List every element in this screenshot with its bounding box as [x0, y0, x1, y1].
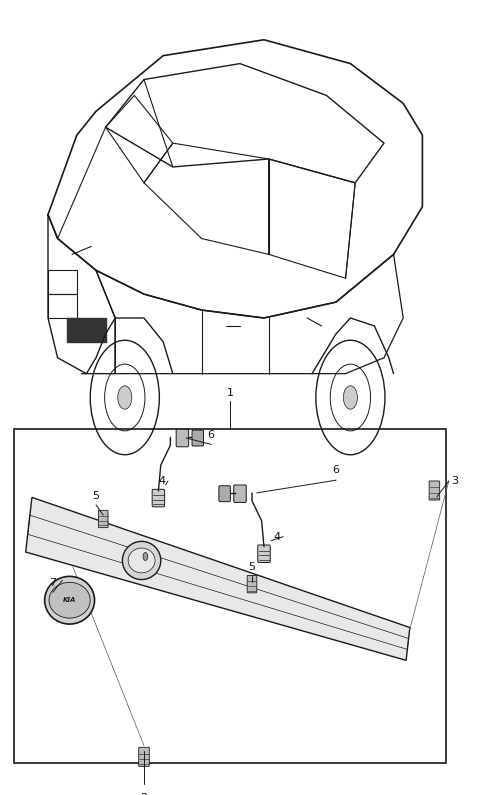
Text: 3: 3	[451, 476, 458, 486]
FancyBboxPatch shape	[139, 747, 149, 766]
FancyBboxPatch shape	[219, 486, 230, 502]
Bar	[14, 429, 446, 763]
Polygon shape	[25, 498, 410, 661]
Circle shape	[143, 553, 148, 560]
Text: 5: 5	[93, 491, 99, 501]
Circle shape	[343, 386, 358, 409]
Ellipse shape	[128, 548, 155, 573]
FancyBboxPatch shape	[98, 510, 108, 528]
Ellipse shape	[122, 541, 161, 580]
Polygon shape	[67, 318, 106, 342]
Text: 6: 6	[208, 429, 215, 440]
Ellipse shape	[45, 576, 95, 624]
FancyBboxPatch shape	[152, 489, 165, 507]
Circle shape	[118, 386, 132, 409]
Text: KIA: KIA	[63, 597, 76, 603]
Text: 4: 4	[158, 476, 166, 486]
FancyBboxPatch shape	[258, 545, 270, 563]
Ellipse shape	[49, 582, 90, 619]
FancyBboxPatch shape	[192, 430, 204, 446]
Text: 2: 2	[141, 793, 147, 795]
Text: 1: 1	[227, 387, 234, 398]
FancyBboxPatch shape	[247, 576, 257, 593]
Text: 5: 5	[249, 562, 255, 572]
FancyBboxPatch shape	[429, 481, 440, 500]
FancyBboxPatch shape	[234, 485, 246, 502]
FancyBboxPatch shape	[176, 429, 189, 447]
Text: 4: 4	[274, 532, 281, 541]
Text: 7: 7	[49, 578, 56, 588]
Text: 6: 6	[333, 465, 339, 475]
